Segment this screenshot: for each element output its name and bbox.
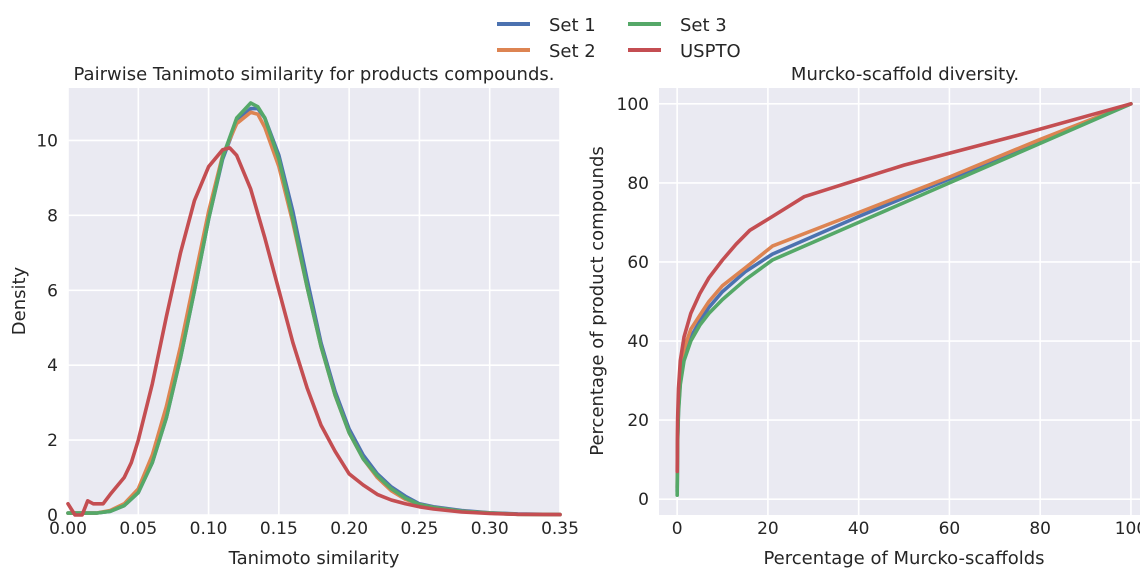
- y-tick-label: 4: [47, 356, 58, 376]
- density-chart: 0.00 0.05 0.10 0.15 0.20 0.25 0.30 0.35 0 2 4 6 8 10…: [9, 64, 579, 569]
- series-lines: [66, 101, 562, 517]
- y-tick-label: 6: [47, 281, 58, 301]
- x-tick-label: 0.25: [400, 519, 438, 539]
- y-tick-label: 10: [36, 131, 58, 151]
- plot-area: [68, 88, 560, 515]
- y-tick-label: 8: [47, 206, 58, 226]
- y-tick-label: 2: [47, 431, 58, 451]
- y-axis-label: Percentage of product compounds: [587, 146, 608, 456]
- x-tick-label: 0.10: [190, 519, 228, 539]
- chart-title: Murcko-scaffold diversity.: [791, 64, 1019, 85]
- x-tick-label: 60: [939, 519, 961, 539]
- x-tick-labels: 0 20 40 60 80 100: [672, 519, 1140, 539]
- series-line-uspto: [66, 146, 562, 517]
- x-tick-label: 40: [848, 519, 870, 539]
- series-line-uspto: [675, 102, 1133, 474]
- legend: Set 1 Set 2 Set 3 USPTO: [497, 15, 741, 62]
- x-tick-label: 20: [757, 519, 779, 539]
- x-axis-label: Tanimoto similarity: [228, 548, 400, 569]
- series-line-set-3: [66, 101, 562, 517]
- series-lines: [675, 102, 1133, 498]
- y-tick-label: 20: [627, 411, 649, 431]
- x-tick-label: 80: [1029, 519, 1051, 539]
- y-tick-label: 60: [627, 253, 649, 273]
- y-tick-label: 80: [627, 174, 649, 194]
- y-axis-label: Density: [9, 266, 30, 335]
- grid-lines: [67, 88, 561, 516]
- x-tick-label: 0.35: [541, 519, 579, 539]
- x-axis-label: Percentage of Murcko-scaffolds: [763, 548, 1044, 569]
- legend-label-set-2: Set 2: [549, 41, 596, 62]
- x-tick-label: 0.15: [260, 519, 298, 539]
- legend-label-set-1: Set 1: [549, 15, 596, 36]
- legend-label-uspto: USPTO: [680, 41, 741, 62]
- x-tick-label: 0: [672, 519, 683, 539]
- chart-title: Pairwise Tanimoto similarity for product…: [74, 64, 555, 85]
- y-tick-label: 40: [627, 332, 649, 352]
- x-tick-label: 0.20: [330, 519, 368, 539]
- scaffold-chart: 0 20 40 60 80 100 0 20 40 60 80 100 Murcko-scaffol…: [587, 64, 1140, 569]
- legend-label-set-3: Set 3: [680, 15, 727, 36]
- y-tick-label: 0: [47, 506, 58, 526]
- y-tick-labels: 0 20 40 60 80 100: [617, 95, 649, 510]
- y-tick-label: 0: [638, 490, 649, 510]
- x-tick-label: 0.00: [49, 519, 87, 539]
- plot-area: [659, 88, 1140, 515]
- y-tick-label: 100: [617, 95, 649, 115]
- x-tick-label: 100: [1115, 519, 1140, 539]
- x-tick-label: 0.30: [471, 519, 509, 539]
- x-tick-label: 0.05: [119, 519, 157, 539]
- y-tick-labels: 0 2 4 6 8 10: [36, 131, 58, 526]
- x-tick-labels: 0.00 0.05 0.10 0.15 0.20 0.25 0.30 0.35: [49, 519, 579, 539]
